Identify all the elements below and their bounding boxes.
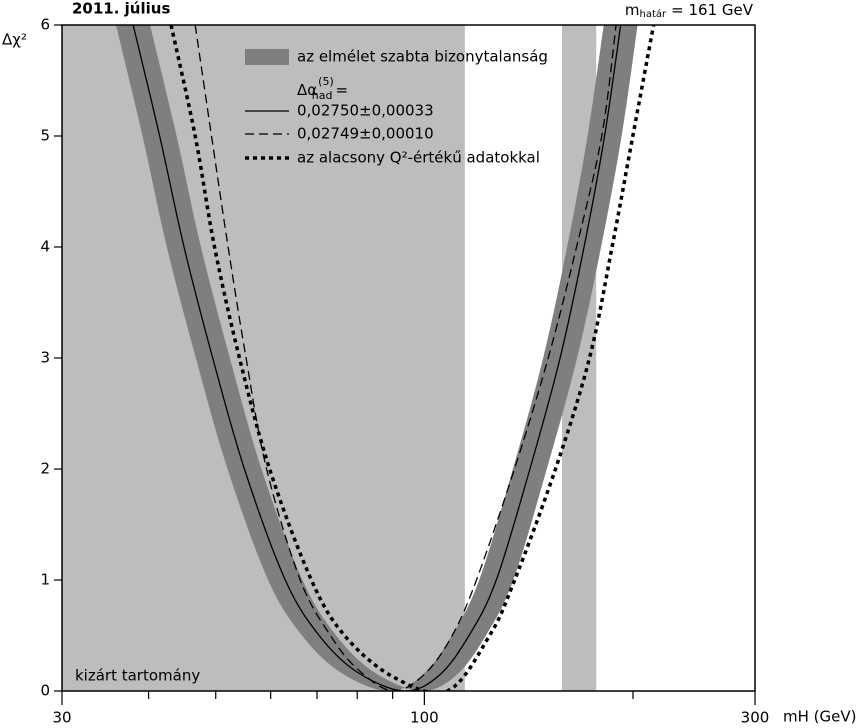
- y-axis-label: Δχ²: [2, 31, 27, 49]
- legend-label: 0,02749±0,00010: [297, 125, 434, 143]
- axes: 0 1 2 3 4 5 6 30 100 300: [40, 16, 769, 727]
- legend-label: az elmélet szabta bizonytalanság: [297, 48, 548, 66]
- legend-swatch: [245, 49, 289, 65]
- x-tick-label: 100: [410, 709, 439, 727]
- legend: az elmélet szabta bizonytalanság 0,02750±…: [245, 48, 548, 167]
- y-tick-label: 6: [40, 16, 50, 34]
- plot-area: [62, 25, 656, 691]
- y-tick-label: 0: [40, 682, 50, 700]
- x-tick-label: 300: [741, 709, 770, 727]
- y-tick-label: 4: [40, 238, 50, 256]
- y-tick-label: 5: [40, 127, 50, 145]
- y-tick-label: 2: [40, 460, 50, 478]
- legend-title-sub: had: [312, 89, 333, 102]
- excluded-label: kizárt tartomány: [75, 667, 200, 685]
- legend-label: 0,02750±0,00033: [297, 102, 434, 120]
- legend-title-sup: (5): [318, 75, 334, 88]
- limit-label-sub: határ: [640, 8, 668, 20]
- excluded-region: [62, 25, 465, 691]
- y-tick-label: 3: [40, 349, 50, 367]
- limit-label-main: m: [625, 1, 640, 19]
- y-tick-label: 1: [40, 571, 50, 589]
- curve: [194, 25, 617, 691]
- limit-label-rest: = 161 GeV: [671, 1, 754, 19]
- legend-label: az alacsony Q²-értékű adatokkal: [297, 149, 540, 167]
- legend-title-suffix: =: [335, 81, 348, 99]
- chart-title: 2011. július: [72, 0, 170, 18]
- x-tick-label: 30: [52, 709, 71, 727]
- x-axis-label: mH (GeV): [783, 708, 856, 726]
- legend-title-main: Δα: [297, 81, 317, 99]
- uncertainty-band: [116, 25, 638, 691]
- limit-label: mhatár = 161 GeV: [625, 1, 754, 21]
- legend-title: Δα(5) had =: [297, 75, 348, 102]
